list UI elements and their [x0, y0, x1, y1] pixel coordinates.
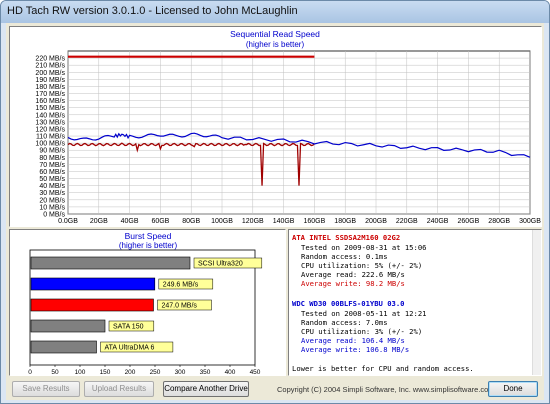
burst-x-tick-label: 0 — [28, 369, 32, 375]
burst-x-tick-label: 400 — [225, 369, 236, 375]
burst-x-tick-label: 200 — [125, 369, 136, 375]
burst-bar-label-box — [193, 257, 263, 269]
seq-x-tick-label: 60GB — [151, 218, 169, 225]
seq-x-tick-label: 280GB — [488, 218, 510, 225]
info-footer: Lower is better for CPU and random acces… — [292, 364, 474, 373]
burst-bar — [30, 319, 106, 333]
seq-y-tick-label: 20 MB/s — [39, 197, 65, 204]
seq-y-tick-label: 210 MB/s — [35, 63, 65, 70]
seq-x-tick-label: 260GB — [458, 218, 480, 225]
info-scrollbar[interactable] — [532, 230, 541, 375]
burst-bar-label: 247.0 MB/s — [162, 303, 198, 310]
seq-y-tick-label: 100 MB/s — [35, 141, 65, 148]
drive1-write: Average write: 98.2 MB/s — [301, 279, 405, 288]
seq-x-tick-label: 0.0GB — [58, 218, 78, 225]
drive1-line-2: Random access: 0.1ms — [301, 252, 388, 261]
seq-x-tick-label: 140GB — [273, 218, 295, 225]
seq-x-tick-label: 240GB — [427, 218, 449, 225]
hdd-read-line — [67, 132, 531, 158]
done-button[interactable]: Done — [488, 381, 538, 397]
burst-bar — [30, 256, 191, 270]
compare-drive-button[interactable]: Compare Another Drive — [163, 381, 249, 397]
seq-x-tick-label: 100GB — [211, 218, 233, 225]
burst-bar-label-box — [108, 320, 155, 332]
seq-y-tick-label: 110 MB/s — [36, 134, 66, 141]
burst-x-tick-label: 450 — [250, 369, 261, 375]
seq-y-tick-label: 140 MB/s — [35, 112, 65, 119]
burst-bar-label: 249.6 MB/s — [163, 282, 199, 289]
seq-y-tick-label: 120 MB/s — [35, 126, 65, 133]
drive2-name: WDC WD30 00BLFS-01YBU 03.0 — [292, 299, 405, 308]
seq-plot-frame — [67, 50, 531, 215]
seq-x-tick-label: 200GB — [365, 218, 387, 225]
seq-y-tick-label: 60 MB/s — [39, 169, 65, 176]
burst-x-tick-label: 100 — [75, 369, 86, 375]
seq-y-tick-label: 0 MB/s — [43, 212, 65, 219]
burst-bar-label-box — [100, 341, 174, 353]
burst-x-tick-label: 150 — [100, 369, 111, 375]
burst-chart-subtitle: (higher is better) — [119, 241, 178, 250]
drive2-line-1: Tested on 2008-05-11 at 12:21 — [301, 309, 427, 318]
seq-y-tick-label: 10 MB/s — [39, 204, 65, 211]
sequential-chart-svg: Sequential Read Speed (higher is better)… — [35, 29, 541, 225]
ssd-write-line — [67, 142, 315, 186]
seq-chart-title: Sequential Read Speed — [230, 29, 320, 39]
upload-results-button[interactable]: Upload Results — [84, 381, 154, 397]
drive-info-panel[interactable]: ATA INTEL SSDSA2M160 02G2 Tested on 2009… — [288, 229, 542, 376]
burst-chart-svg: Burst Speed (higher is better) SCSI Ultr… — [28, 231, 263, 376]
drive2-write: Average write: 106.8 MB/s — [301, 345, 410, 354]
sequential-read-chart: Sequential Read Speed (higher is better)… — [9, 26, 542, 227]
seq-x-tick-label: 20GB — [90, 218, 108, 225]
seq-y-tick-label: 200 MB/s — [35, 70, 65, 77]
drive1-line-4: Average read: 222.6 MB/s — [301, 270, 405, 279]
seq-x-tick-label: 40GB — [121, 218, 139, 225]
seq-y-tick-label: 90 MB/s — [39, 148, 65, 155]
seq-y-tick-label: 180 MB/s — [35, 84, 65, 91]
copyright-text: Copyright (C) 2004 Simpli Software, Inc.… — [277, 385, 495, 394]
seq-x-tick-label: 160GB — [304, 218, 326, 225]
burst-bar-label-box — [157, 299, 212, 311]
seq-x-tick-label: 80GB — [182, 218, 200, 225]
burst-chart-title: Burst Speed — [125, 231, 172, 241]
seq-chart-subtitle: (higher is better) — [246, 40, 305, 49]
burst-bar-label: SATA 150 — [113, 324, 144, 331]
burst-x-tick-label: 250 — [150, 369, 161, 375]
burst-bar-label: SCSI Ultra320 — [198, 261, 243, 268]
window-title: HD Tach RW version 3.0.1.0 - Licensed to… — [7, 5, 298, 17]
burst-x-tick-label: 50 — [51, 369, 59, 375]
seq-x-tick-label: 120GB — [242, 218, 264, 225]
drive1-line-3: CPU utilization: 5% (+/- 2%) — [301, 261, 423, 270]
seq-x-tick-label: 220GB — [396, 218, 418, 225]
seq-y-tick-label: 220 MB/s — [35, 56, 65, 63]
burst-bar — [30, 340, 97, 354]
seq-y-tick-label: 170 MB/s — [35, 91, 65, 98]
seq-x-tick-label: 180GB — [334, 218, 356, 225]
drive2-line-2: Random access: 7.0ms — [301, 318, 388, 327]
burst-bar-label-box — [158, 278, 214, 290]
seq-y-tick-label: 130 MB/s — [35, 119, 65, 126]
drive1-name: ATA INTEL SSDSA2M160 02G2 — [292, 233, 401, 242]
drive1-line-1: Tested on 2009-08-31 at 15:06 — [301, 243, 427, 252]
seq-y-tick-label: 70 MB/s — [39, 162, 65, 169]
burst-speed-chart: Burst Speed (higher is better) SCSI Ultr… — [9, 229, 286, 376]
seq-y-tick-label: 40 MB/s — [39, 183, 65, 190]
seq-y-tick-label: 30 MB/s — [39, 190, 65, 197]
client-area: Sequential Read Speed (higher is better)… — [6, 23, 544, 400]
title-bar[interactable]: HD Tach RW version 3.0.1.0 - Licensed to… — [1, 1, 549, 23]
burst-bar — [30, 298, 154, 312]
save-results-button[interactable]: Save Results — [12, 381, 80, 397]
seq-y-tick-label: 160 MB/s — [35, 98, 65, 105]
seq-y-tick-label: 190 MB/s — [35, 77, 65, 84]
seq-y-tick-label: 150 MB/s — [35, 105, 65, 112]
burst-bar — [30, 277, 156, 291]
drive2-read: Average read: 106.4 MB/s — [301, 336, 405, 345]
drive2-line-3: CPU utilization: 3% (+/- 2%) — [301, 327, 423, 336]
burst-x-tick-label: 350 — [200, 369, 211, 375]
seq-y-tick-label: 80 MB/s — [39, 155, 65, 162]
seq-y-tick-label: 50 MB/s — [39, 176, 65, 183]
seq-x-tick-label: 300GB — [519, 218, 541, 225]
burst-x-tick-label: 300 — [175, 369, 186, 375]
burst-bar-label: ATA UltraDMA 6 — [105, 345, 155, 352]
